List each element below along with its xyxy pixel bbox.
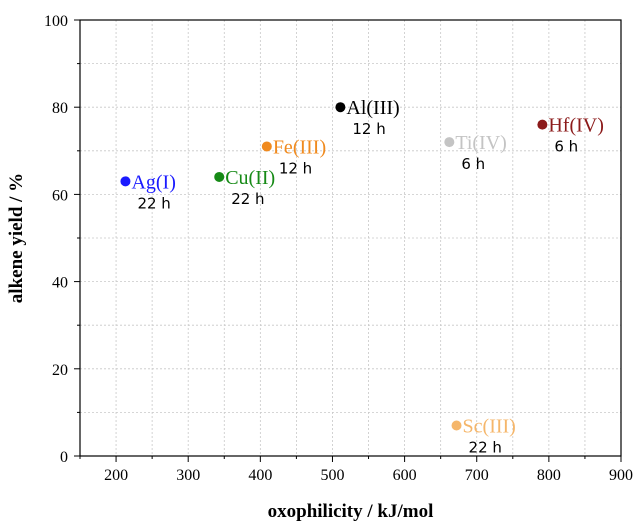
y-tick-label: 0 xyxy=(60,449,68,466)
data-point-al-iii xyxy=(335,102,346,113)
point-label-hf-iv: Hf(IV) xyxy=(548,115,604,137)
x-tick-label: 600 xyxy=(393,467,417,484)
data-point-cu-ii xyxy=(214,171,225,182)
x-tick-label: 200 xyxy=(104,467,128,484)
x-tick-label: 900 xyxy=(609,467,633,484)
grid-lines xyxy=(80,20,621,456)
data-point-ti-iv xyxy=(444,137,455,148)
y-tick-label: 20 xyxy=(52,362,68,379)
y-tick-label: 100 xyxy=(44,13,68,30)
reaction-time-label-fe-iii: 12 h xyxy=(279,159,312,177)
y-tick-label: 40 xyxy=(52,275,68,292)
x-tick-label: 700 xyxy=(465,467,489,484)
reaction-time-label-cu-ii: 22 h xyxy=(231,190,264,208)
data-point-fe-iii xyxy=(261,141,272,152)
reaction-time-label-ti-iv: 6 h xyxy=(461,155,485,173)
data-point-hf-iv xyxy=(537,119,548,130)
reaction-time-label-ag-i: 22 h xyxy=(137,194,170,212)
point-label-ti-iv: Ti(IV) xyxy=(455,132,507,154)
reaction-time-label-al-iii: 12 h xyxy=(352,120,385,138)
point-label-ag-i: Ag(I) xyxy=(131,171,175,193)
point-label-al-iii: Al(III) xyxy=(346,97,399,119)
point-label-sc-iii: Sc(III) xyxy=(463,415,516,437)
y-tick-label: 60 xyxy=(52,187,68,204)
reaction-time-label-hf-iv: 6 h xyxy=(554,138,578,156)
reaction-time-label-sc-iii: 22 h xyxy=(469,438,502,456)
data-points: Ag(I)22 hCu(II)22 hFe(III)12 hAl(III)12 … xyxy=(120,97,604,456)
y-tick-label: 80 xyxy=(52,100,68,117)
axis-ticks: 200 300 400 500 600 700 800 900 0 20 40 60 80 100 xyxy=(44,13,633,484)
x-axis-title: oxophilicity / kJ/mol xyxy=(268,501,434,522)
data-point-ag-i xyxy=(120,176,131,187)
data-point-sc-iii xyxy=(451,420,462,431)
x-tick-label: 400 xyxy=(248,467,272,484)
point-label-cu-ii: Cu(II) xyxy=(225,167,275,189)
x-tick-label: 800 xyxy=(537,467,561,484)
point-label-fe-iii: Fe(III) xyxy=(273,136,326,158)
x-tick-label: 300 xyxy=(176,467,200,484)
y-axis-title: alkene yield / % xyxy=(6,173,27,303)
x-tick-label: 500 xyxy=(320,467,344,484)
